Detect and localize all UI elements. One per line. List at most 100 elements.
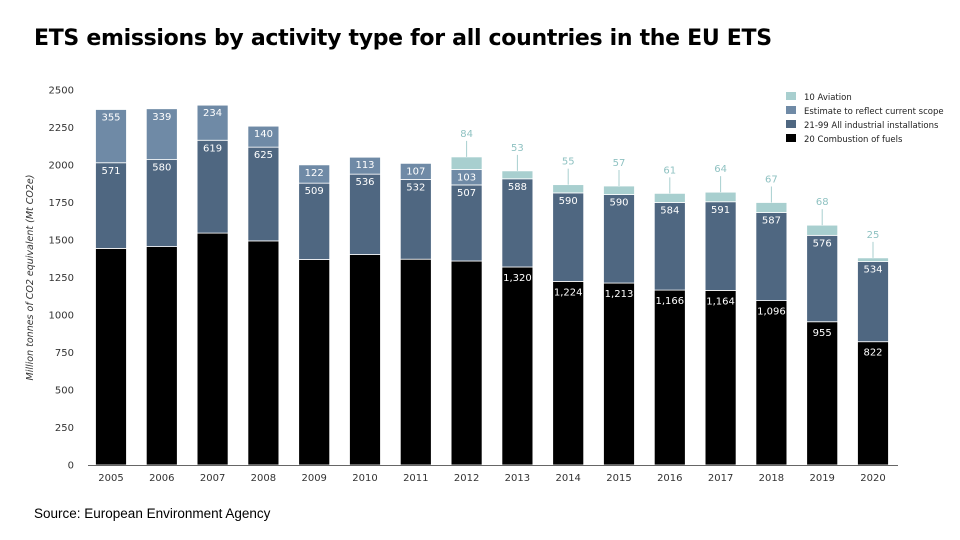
bar-segment — [145, 246, 178, 466]
data-label: 580 — [152, 163, 171, 174]
bar-segment — [450, 184, 483, 262]
data-label: 107 — [406, 166, 425, 177]
y-tick-label: 1000 — [49, 311, 74, 322]
data-label: 1,224 — [554, 287, 583, 298]
bar-segment — [298, 259, 331, 466]
bar-segment — [501, 266, 534, 466]
data-label: 1,164 — [706, 296, 735, 307]
data-label: 571 — [101, 166, 120, 177]
x-tick-label: 2016 — [657, 473, 682, 484]
y-tick-label: 500 — [55, 386, 74, 397]
bar-segment — [704, 201, 737, 291]
data-label: 576 — [813, 238, 832, 249]
data-label: 1,096 — [757, 307, 786, 318]
bar-segment — [399, 258, 432, 466]
bar-segment — [857, 341, 889, 466]
data-label: 64 — [714, 164, 727, 175]
legend-label: 21-99 All industrial installations — [804, 121, 939, 131]
bar-segment — [247, 240, 280, 466]
data-label: 591 — [711, 205, 730, 216]
bar-segment — [399, 178, 432, 260]
data-label: 588 — [508, 182, 527, 193]
y-axis-title: Million tonnes of CO2 equivalent (Mt CO2… — [25, 175, 36, 381]
bar-segment — [450, 260, 483, 466]
legend-swatch — [786, 120, 796, 128]
bar-segment — [704, 289, 737, 466]
data-label: 103 — [457, 173, 476, 184]
y-tick-label: 2250 — [49, 123, 74, 134]
y-tick-label: 2500 — [49, 86, 74, 97]
y-tick-label: 2000 — [49, 161, 74, 172]
data-label: 25 — [867, 230, 880, 241]
x-tick-label: 2015 — [606, 473, 631, 484]
data-label: 584 — [660, 206, 679, 217]
y-tick-label: 0 — [68, 461, 74, 472]
bar-segment — [552, 192, 585, 282]
x-tick-label: 2014 — [555, 473, 580, 484]
bar-segment — [653, 192, 686, 203]
source-note: Source: European Environment Agency — [34, 506, 271, 521]
bar-segment — [196, 232, 229, 466]
data-label: 61 — [663, 165, 676, 176]
x-tick-label: 2007 — [200, 473, 225, 484]
bar-segment — [755, 202, 788, 213]
x-tick-label: 2013 — [505, 473, 530, 484]
data-label: 507 — [457, 188, 476, 199]
bar-segment — [450, 156, 483, 170]
x-tick-label: 2018 — [759, 473, 784, 484]
bar-segment — [806, 234, 839, 323]
data-label: 84 — [460, 129, 473, 140]
x-tick-label: 2008 — [251, 473, 276, 484]
x-tick-label: 2010 — [352, 473, 377, 484]
legend-swatch — [786, 106, 796, 114]
x-tick-label: 2019 — [809, 473, 834, 484]
y-tick-label: 1500 — [49, 236, 74, 247]
bar-segment — [196, 104, 229, 141]
bar-segment — [399, 162, 432, 180]
data-label: 53 — [511, 143, 524, 154]
bar-segment — [653, 289, 686, 466]
bar-segment — [95, 162, 127, 249]
bar-segment — [755, 212, 788, 302]
bar-segment — [95, 109, 127, 164]
x-tick-label: 2017 — [708, 473, 733, 484]
data-label: 590 — [609, 198, 628, 209]
bar-segment — [704, 191, 737, 203]
bar-segment — [298, 164, 331, 184]
data-label: 536 — [355, 177, 374, 188]
data-label: 1,213 — [605, 289, 634, 300]
bar-segment — [349, 156, 381, 175]
data-label: 1,320 — [503, 273, 532, 284]
legend-label: Estimate to reflect current scope — [804, 107, 944, 117]
data-label: 55 — [562, 157, 575, 168]
x-tick-label: 2012 — [454, 473, 479, 484]
data-label: 587 — [762, 216, 781, 227]
data-label: 122 — [305, 168, 324, 179]
y-tick-label: 250 — [55, 423, 74, 434]
legend-swatch — [786, 92, 796, 100]
bar-segment — [501, 178, 534, 268]
x-tick-label: 2011 — [403, 473, 428, 484]
data-label: 57 — [613, 158, 626, 169]
legend-swatch — [786, 134, 796, 142]
bar-segment — [552, 184, 585, 194]
bar-segment — [857, 261, 889, 343]
data-label: 68 — [816, 197, 829, 208]
data-label: 234 — [203, 108, 222, 119]
y-tick-label: 1750 — [49, 198, 74, 209]
data-label: 619 — [203, 143, 222, 154]
bar-segment — [603, 185, 635, 195]
legend-label: 20 Combustion of fuels — [804, 135, 903, 145]
bar-segment — [196, 139, 229, 234]
y-tick-label: 1250 — [49, 273, 74, 284]
data-label: 534 — [863, 265, 882, 276]
y-tick-label: 750 — [55, 348, 74, 359]
bar-segment — [755, 300, 788, 466]
x-tick-label: 2009 — [301, 473, 326, 484]
bar-segment — [145, 108, 178, 160]
bar-segment — [349, 173, 381, 255]
data-label: 113 — [355, 160, 374, 171]
data-label: 955 — [813, 328, 832, 339]
bar-segment — [247, 125, 280, 148]
